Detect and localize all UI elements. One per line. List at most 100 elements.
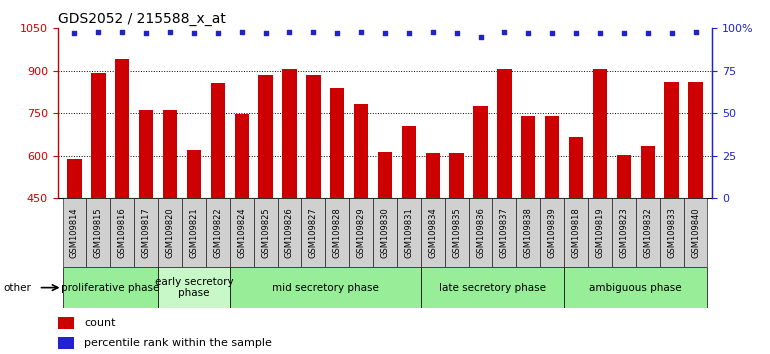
Bar [62,267,158,308]
Text: GSM109836: GSM109836 [476,207,485,258]
Bar [445,198,469,267]
Bar [521,115,535,326]
Text: GDS2052 / 215588_x_at: GDS2052 / 215588_x_at [58,12,226,26]
Point [92,29,105,35]
Bar [158,198,182,267]
Bar [259,75,273,326]
Point [331,30,343,36]
Bar [660,198,684,267]
Text: GSM109838: GSM109838 [524,207,533,258]
Bar [564,267,708,308]
Point [355,29,367,35]
Bar [378,152,392,326]
Bar [158,267,229,308]
Text: GSM109827: GSM109827 [309,207,318,258]
Text: late secretory phase: late secretory phase [439,282,546,293]
Text: GSM109830: GSM109830 [380,207,390,258]
Text: GSM109819: GSM109819 [595,207,604,258]
Bar [497,69,511,326]
Text: GSM109820: GSM109820 [166,207,175,258]
Bar [67,159,82,326]
Text: GSM109840: GSM109840 [691,207,700,258]
Bar [110,198,134,267]
Text: GSM109829: GSM109829 [357,207,366,258]
Bar [162,110,177,326]
Text: GSM109831: GSM109831 [404,207,413,258]
Text: GSM109839: GSM109839 [547,207,557,258]
Bar [402,126,416,326]
Point [570,30,582,36]
Bar [253,198,277,267]
Text: GSM109826: GSM109826 [285,207,294,258]
Point [641,30,654,36]
Bar [426,154,440,326]
Text: GSM109817: GSM109817 [142,207,151,258]
Bar [349,198,373,267]
Bar [301,198,325,267]
Text: GSM109834: GSM109834 [428,207,437,258]
Point [594,30,606,36]
Text: GSM109822: GSM109822 [213,207,223,258]
Bar [91,73,105,326]
Text: GSM109814: GSM109814 [70,207,79,258]
Point [69,30,81,36]
Bar [306,75,320,326]
Point [618,30,630,36]
Point [236,29,248,35]
Bar [62,198,86,267]
Text: percentile rank within the sample: percentile rank within the sample [84,338,272,348]
Point [212,30,224,36]
Text: GSM109816: GSM109816 [118,207,127,258]
Bar [330,88,344,326]
Bar [115,59,129,326]
Bar [229,198,253,267]
Text: GSM109823: GSM109823 [619,207,628,258]
Text: count: count [84,318,116,327]
Bar [421,198,445,267]
Bar [541,198,564,267]
Text: GSM109818: GSM109818 [571,207,581,258]
Bar [588,198,612,267]
Bar [235,114,249,326]
Point [403,30,415,36]
Point [259,30,272,36]
Bar [139,110,153,326]
Bar [569,137,583,326]
Text: GSM109825: GSM109825 [261,207,270,258]
Point [307,29,320,35]
Point [522,30,534,36]
Point [164,29,176,35]
Point [188,30,200,36]
Bar [325,198,349,267]
Bar [684,198,708,267]
Point [116,29,129,35]
Point [283,29,296,35]
Bar [58,337,74,349]
Bar [636,198,660,267]
Bar [86,198,110,267]
Text: mid secretory phase: mid secretory phase [272,282,379,293]
Bar [493,198,517,267]
Point [546,30,558,36]
Bar [612,198,636,267]
Bar [421,267,564,308]
Bar [397,198,421,267]
Bar [545,115,559,326]
Bar [182,198,206,267]
Bar [187,150,201,326]
Text: early secretory
phase: early secretory phase [155,277,233,298]
Bar [206,198,229,267]
Text: GSM109837: GSM109837 [500,207,509,258]
Bar [283,69,296,326]
Text: GSM109824: GSM109824 [237,207,246,258]
Text: proliferative phase: proliferative phase [61,282,159,293]
Point [427,29,439,35]
Point [450,30,463,36]
Bar [665,82,679,326]
Bar [277,198,301,267]
Bar [354,104,368,326]
Bar [593,69,608,326]
Text: GSM109835: GSM109835 [452,207,461,258]
Point [498,29,511,35]
Bar [474,106,487,326]
